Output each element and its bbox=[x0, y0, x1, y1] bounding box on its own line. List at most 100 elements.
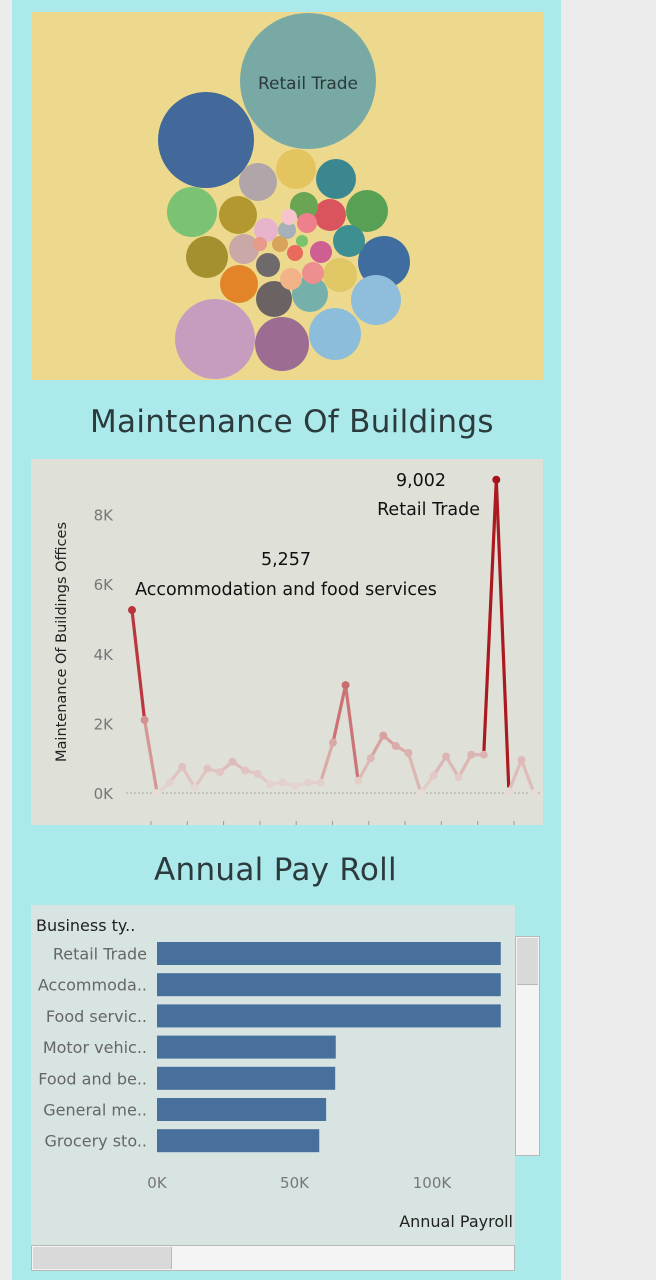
bubble[interactable] bbox=[302, 262, 324, 284]
line-point bbox=[354, 776, 363, 785]
bubble[interactable] bbox=[297, 213, 317, 233]
bar-category-label: Food and be.. bbox=[38, 1069, 147, 1088]
bubble[interactable] bbox=[281, 209, 297, 225]
line-segment bbox=[343, 683, 360, 783]
bubble[interactable] bbox=[253, 237, 267, 251]
line-segment bbox=[457, 753, 473, 779]
bar[interactable] bbox=[157, 942, 501, 965]
line-segment bbox=[507, 758, 524, 793]
line-point bbox=[366, 754, 375, 763]
line-point bbox=[404, 748, 413, 757]
bubble[interactable] bbox=[239, 163, 277, 201]
line-segment bbox=[130, 608, 147, 722]
y-tick-label: 6K bbox=[94, 576, 115, 594]
bubble[interactable] bbox=[316, 159, 356, 199]
annotation-value: 5,257 bbox=[261, 550, 311, 570]
bar[interactable] bbox=[157, 1035, 336, 1059]
bubble[interactable] bbox=[309, 308, 361, 360]
bubble[interactable] bbox=[278, 221, 296, 239]
bubble[interactable] bbox=[290, 192, 318, 220]
line-point bbox=[203, 764, 212, 773]
bar[interactable] bbox=[157, 973, 501, 997]
line-segment bbox=[482, 478, 498, 757]
bubble[interactable] bbox=[272, 236, 288, 252]
bubble[interactable] bbox=[175, 299, 255, 379]
line-segment bbox=[331, 683, 348, 745]
y-axis-label: Maintenance Of Buildings Offices bbox=[54, 522, 70, 762]
line-point bbox=[291, 782, 300, 791]
bar[interactable] bbox=[157, 1098, 327, 1121]
bubble[interactable] bbox=[220, 265, 258, 303]
bubble[interactable] bbox=[280, 268, 302, 290]
bubble[interactable] bbox=[158, 92, 254, 188]
maintenance-heading: Maintenance Of Buildings bbox=[90, 404, 494, 440]
vertical-scroll-thumb[interactable] bbox=[517, 938, 538, 985]
bubble[interactable] bbox=[186, 236, 228, 278]
line-point bbox=[517, 755, 526, 764]
vertical-scrollbar[interactable] bbox=[515, 936, 540, 1156]
bubble[interactable] bbox=[310, 241, 332, 263]
line-chart-svg: Maintenance Of Buildings Offices 0K 2K 4K 6K… bbox=[54, 471, 542, 825]
bar[interactable] bbox=[157, 1129, 320, 1153]
bubble-chart-svg: Retail Trade bbox=[158, 13, 410, 379]
line-segment bbox=[369, 733, 385, 760]
line-segment bbox=[444, 754, 461, 779]
bubble[interactable] bbox=[351, 275, 401, 325]
bubble[interactable] bbox=[240, 13, 376, 149]
bubble-chart[interactable]: Retail Trade bbox=[31, 12, 543, 380]
line-point bbox=[215, 768, 224, 777]
dimension-header: Business ty.. bbox=[36, 916, 135, 935]
line-segment bbox=[142, 718, 159, 795]
line-point bbox=[153, 789, 162, 797]
bubble[interactable] bbox=[296, 235, 308, 247]
maintenance-line-chart[interactable]: Maintenance Of Buildings Offices 0K 2K 4K 6K… bbox=[31, 459, 543, 825]
line-segment bbox=[356, 756, 373, 783]
line-point bbox=[266, 780, 275, 789]
horizontal-scroll-thumb[interactable] bbox=[33, 1247, 172, 1269]
line-point bbox=[467, 750, 476, 759]
bubble[interactable] bbox=[256, 253, 280, 277]
x-tick-label: 100K bbox=[413, 1174, 453, 1192]
bubble[interactable] bbox=[255, 317, 309, 371]
payroll-bar-chart[interactable]: Business ty.. Retail Trade Accommoda.. Food… bbox=[31, 905, 515, 1263]
bar[interactable] bbox=[157, 1004, 501, 1028]
bar-category-label: Motor vehic.. bbox=[43, 1038, 147, 1057]
bubble-label: Retail Trade bbox=[258, 74, 358, 94]
line-segment bbox=[180, 765, 197, 790]
line-point bbox=[429, 771, 438, 780]
bubble[interactable] bbox=[346, 190, 388, 232]
line-point bbox=[442, 752, 451, 761]
right-blank-pane bbox=[561, 0, 656, 1280]
line-point bbox=[492, 475, 501, 484]
annotation-label: Retail Trade bbox=[377, 500, 480, 520]
annotation-value: 9,002 bbox=[396, 471, 446, 491]
bubble[interactable] bbox=[314, 199, 346, 231]
bubble[interactable] bbox=[287, 245, 303, 261]
bar-category-label: Accommoda.. bbox=[38, 976, 147, 995]
line-segment bbox=[406, 751, 423, 795]
x-tick-label: 0K bbox=[147, 1174, 168, 1192]
bubble[interactable] bbox=[276, 149, 316, 189]
bubble[interactable] bbox=[292, 276, 328, 312]
y-tick-label: 4K bbox=[94, 646, 115, 664]
bubble[interactable] bbox=[167, 187, 217, 237]
left-margin bbox=[0, 0, 12, 1280]
bubble[interactable] bbox=[323, 258, 357, 292]
payroll-heading: Annual Pay Roll bbox=[154, 852, 397, 888]
bar[interactable] bbox=[157, 1066, 336, 1090]
line-point bbox=[165, 778, 174, 787]
y-tick-label: 2K bbox=[94, 715, 115, 733]
line-point bbox=[391, 742, 400, 751]
bubble[interactable] bbox=[229, 234, 259, 264]
line-segment bbox=[519, 758, 536, 795]
line-point bbox=[190, 783, 199, 792]
bubble[interactable] bbox=[256, 281, 292, 317]
bubble[interactable] bbox=[358, 236, 410, 288]
bubble[interactable] bbox=[219, 196, 257, 234]
bubble[interactable] bbox=[333, 225, 365, 257]
bar-category-label: Retail Trade bbox=[53, 945, 147, 964]
x-tick-label: 50K bbox=[280, 1174, 310, 1192]
horizontal-scrollbar[interactable] bbox=[31, 1245, 515, 1271]
line-point bbox=[379, 731, 388, 740]
bubble[interactable] bbox=[254, 218, 278, 242]
